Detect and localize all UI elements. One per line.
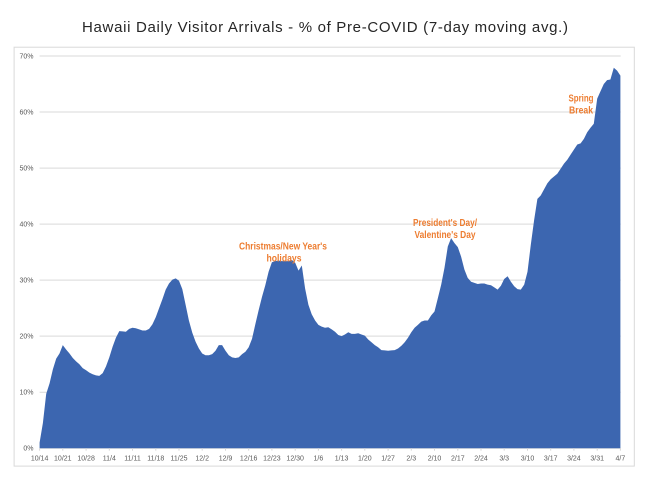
svg-text:11/18: 11/18 (147, 456, 164, 463)
svg-text:60%: 60% (19, 109, 33, 116)
svg-text:0%: 0% (23, 446, 33, 453)
svg-text:2/3: 2/3 (406, 456, 416, 463)
svg-text:12/2: 12/2 (195, 456, 209, 463)
svg-text:3/3: 3/3 (499, 456, 509, 463)
svg-text:2/17: 2/17 (451, 456, 465, 463)
svg-text:3/31: 3/31 (590, 456, 604, 463)
svg-text:11/4: 11/4 (103, 456, 116, 463)
svg-text:11/25: 11/25 (171, 456, 188, 463)
svg-text:12/23: 12/23 (263, 456, 281, 463)
svg-text:1/13: 1/13 (335, 456, 349, 463)
svg-text:2/10: 2/10 (428, 456, 442, 463)
svg-text:10/21: 10/21 (54, 456, 72, 463)
svg-text:Christmas/New Year's: Christmas/New Year's (239, 242, 327, 253)
svg-text:12/30: 12/30 (286, 456, 304, 463)
svg-text:3/24: 3/24 (567, 456, 581, 463)
svg-text:12/16: 12/16 (240, 456, 258, 463)
svg-text:10%: 10% (19, 390, 33, 397)
svg-text:40%: 40% (19, 222, 33, 229)
svg-text:Valentine's Day: Valentine's Day (415, 230, 476, 241)
svg-text:50%: 50% (19, 166, 33, 173)
svg-text:3/17: 3/17 (544, 456, 558, 463)
svg-text:Break: Break (569, 106, 593, 117)
svg-text:Hawaii Daily Visitor Arrivals: Hawaii Daily Visitor Arrivals - % of Pre… (82, 19, 568, 36)
svg-text:10/28: 10/28 (77, 456, 95, 463)
svg-text:2/24: 2/24 (474, 456, 488, 463)
svg-text:President's Day/: President's Day/ (413, 218, 477, 229)
svg-text:Spring: Spring (569, 94, 594, 105)
svg-text:12/9: 12/9 (219, 456, 233, 463)
svg-text:holidays: holidays (267, 254, 302, 265)
svg-text:1/6: 1/6 (314, 456, 324, 463)
svg-text:1/20: 1/20 (358, 456, 372, 463)
svg-text:11/11: 11/11 (124, 456, 141, 463)
svg-text:30%: 30% (19, 278, 33, 285)
svg-text:20%: 20% (19, 334, 33, 341)
svg-text:1/27: 1/27 (381, 456, 395, 463)
svg-text:10/14: 10/14 (31, 456, 49, 463)
svg-text:3/10: 3/10 (521, 456, 535, 463)
svg-text:70%: 70% (19, 53, 33, 60)
svg-text:4/7: 4/7 (616, 456, 626, 463)
